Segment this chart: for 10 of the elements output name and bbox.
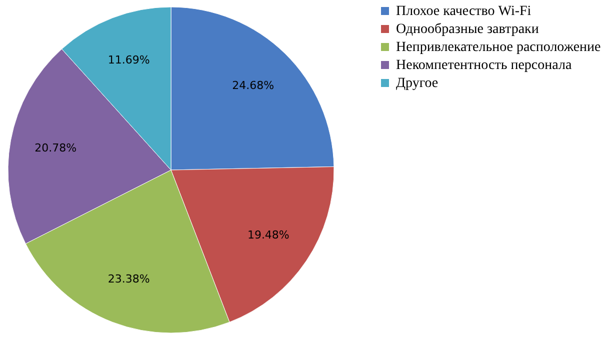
legend-label: Плохое качество Wi-Fi — [396, 4, 532, 19]
data-label: 20.78% — [34, 142, 77, 155]
legend-label: Другое — [396, 76, 438, 91]
data-label: 11.69% — [108, 53, 150, 66]
legend-label: Некомпетентность персонала — [396, 58, 572, 73]
legend-label: Непривлекательное расположение — [396, 40, 601, 55]
data-label: 24.68% — [232, 79, 274, 92]
data-label: 19.48% — [247, 228, 290, 242]
legend-label: Однообразные завтраки — [396, 22, 540, 37]
data-label: 23.38% — [108, 272, 150, 286]
